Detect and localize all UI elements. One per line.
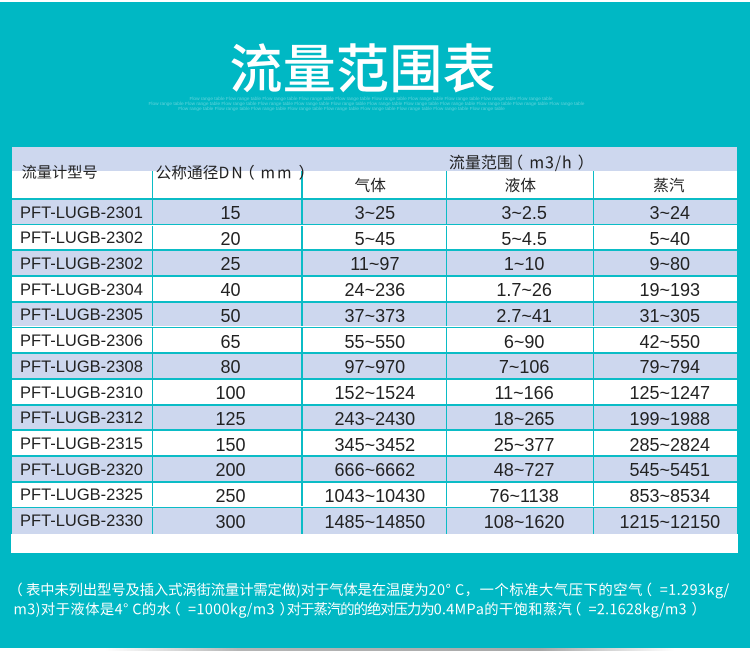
svg-text:Flow range table Flow range ta: Flow range table Flow range table Flow r… bbox=[189, 96, 552, 102]
svg-text:Flow range table Flow range ta: Flow range table Flow range table Flow r… bbox=[149, 101, 585, 107]
svg-text:Flow range table Flow range ta: Flow range table Flow range table Flow r… bbox=[178, 106, 505, 112]
